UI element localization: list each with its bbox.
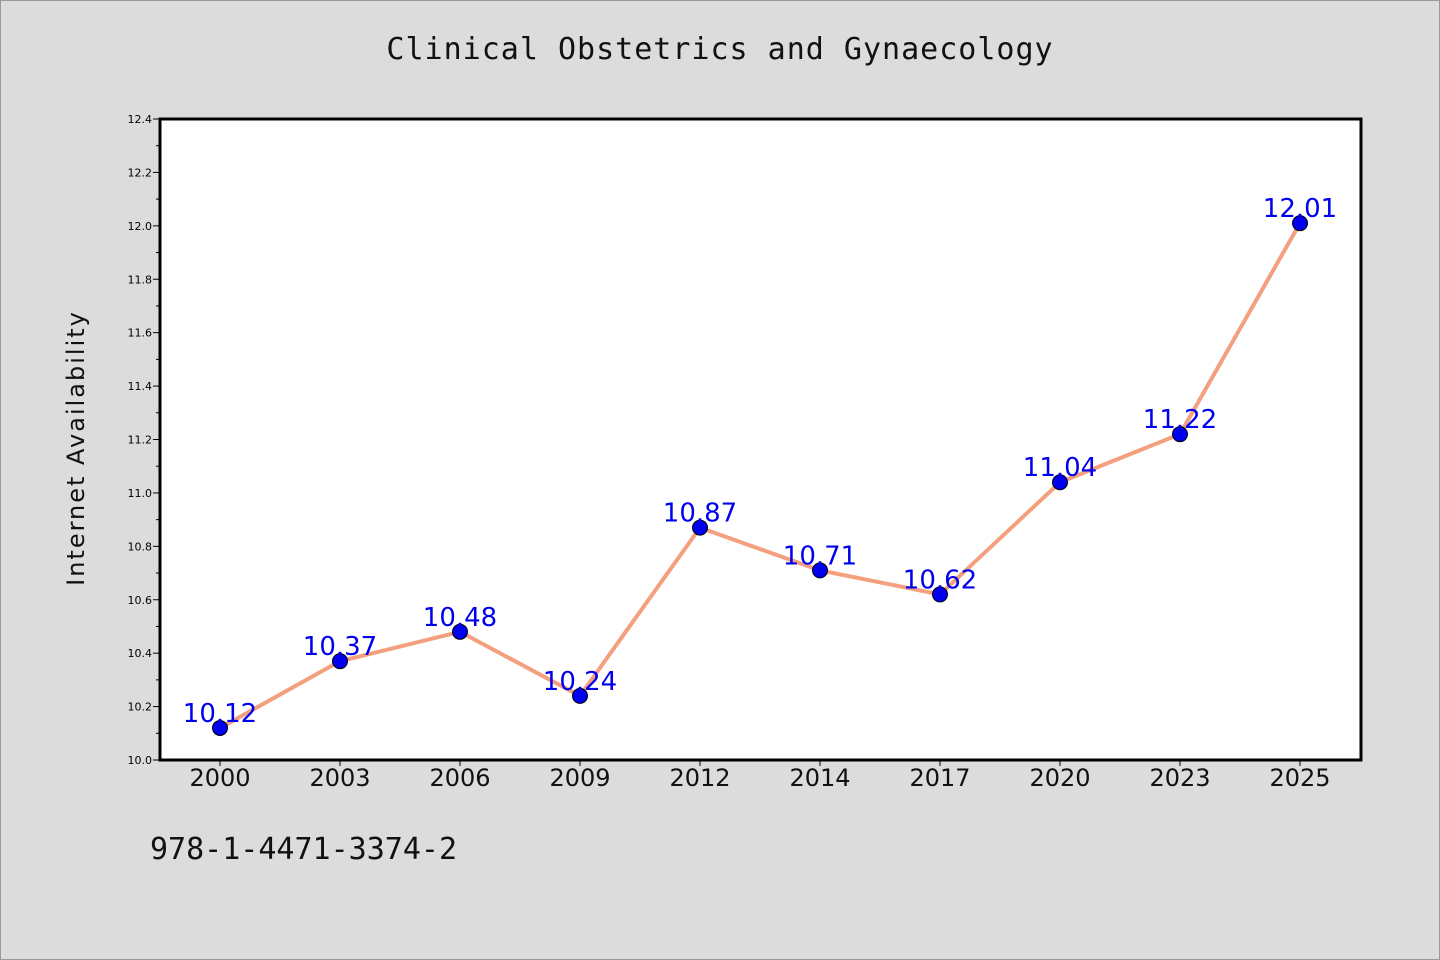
y-tick-label: 12.4 bbox=[128, 113, 153, 126]
x-tick-label: 2003 bbox=[309, 764, 370, 792]
data-label: 10.62 bbox=[903, 565, 977, 595]
data-label: 11.22 bbox=[1143, 405, 1217, 435]
data-point bbox=[332, 653, 348, 670]
y-axis-ticks: 10.0 10.2 10.4 10.6 10.8 11.0 11.2 11.4 11.6 11.8… bbox=[128, 113, 160, 767]
y-tick-label: 10.0 bbox=[128, 754, 153, 767]
y-tick-label: 12.0 bbox=[128, 220, 153, 233]
data-point bbox=[812, 562, 828, 579]
data-point bbox=[692, 519, 708, 536]
x-tick-label: 2006 bbox=[429, 764, 490, 792]
data-label: 10.12 bbox=[183, 699, 257, 729]
x-axis-ticks: 2000 2003 2006 2009 2012 2014 2017 2020 2023 2025 bbox=[189, 760, 1331, 792]
data-point bbox=[212, 719, 228, 736]
y-tick-label: 10.8 bbox=[128, 540, 153, 553]
data-point bbox=[932, 586, 948, 603]
x-tick-label: 2017 bbox=[909, 764, 970, 792]
data-markers bbox=[212, 215, 1308, 736]
x-tick-label: 2009 bbox=[549, 764, 610, 792]
series-line bbox=[219, 222, 1302, 730]
y-tick-label: 11.2 bbox=[128, 434, 153, 447]
isbn-footer: 978-1-4471-3374-2 bbox=[150, 832, 458, 867]
y-tick-label: 12.2 bbox=[128, 166, 153, 179]
y-tick-label: 11.8 bbox=[128, 273, 153, 286]
plot-area bbox=[158, 117, 1363, 762]
x-tick-label: 2000 bbox=[189, 764, 250, 792]
chart-title: Clinical Obstetrics and Gynaecology bbox=[386, 32, 1054, 67]
y-tick-label: 10.6 bbox=[128, 594, 153, 607]
y-tick-label: 11.6 bbox=[128, 327, 153, 340]
data-label: 10.24 bbox=[543, 667, 617, 697]
data-point bbox=[1292, 215, 1308, 232]
data-label: 11.04 bbox=[1023, 453, 1097, 483]
data-labels: 10.12 10.37 10.48 10.24 10.87 10.71 10.62 11.04… bbox=[183, 194, 1337, 729]
data-label: 10.48 bbox=[423, 603, 497, 633]
x-tick-label: 2023 bbox=[1149, 764, 1210, 792]
y-tick-label: 10.2 bbox=[128, 701, 153, 714]
x-tick-label: 2014 bbox=[789, 764, 850, 792]
y-tick-label: 10.4 bbox=[128, 647, 153, 660]
x-tick-label: 2020 bbox=[1029, 764, 1090, 792]
y-tick-label: 11.4 bbox=[128, 380, 153, 393]
data-point bbox=[452, 623, 468, 640]
data-label: 10.71 bbox=[783, 541, 857, 571]
data-label: 10.87 bbox=[663, 499, 737, 529]
data-label: 12.01 bbox=[1263, 194, 1337, 224]
x-tick-label: 2025 bbox=[1269, 764, 1330, 792]
data-point bbox=[572, 687, 588, 704]
x-tick-label: 2012 bbox=[669, 764, 730, 792]
y-tick-label: 11.0 bbox=[128, 487, 153, 500]
data-point bbox=[1052, 474, 1068, 491]
data-label: 10.37 bbox=[303, 632, 377, 662]
data-point bbox=[1172, 426, 1188, 443]
